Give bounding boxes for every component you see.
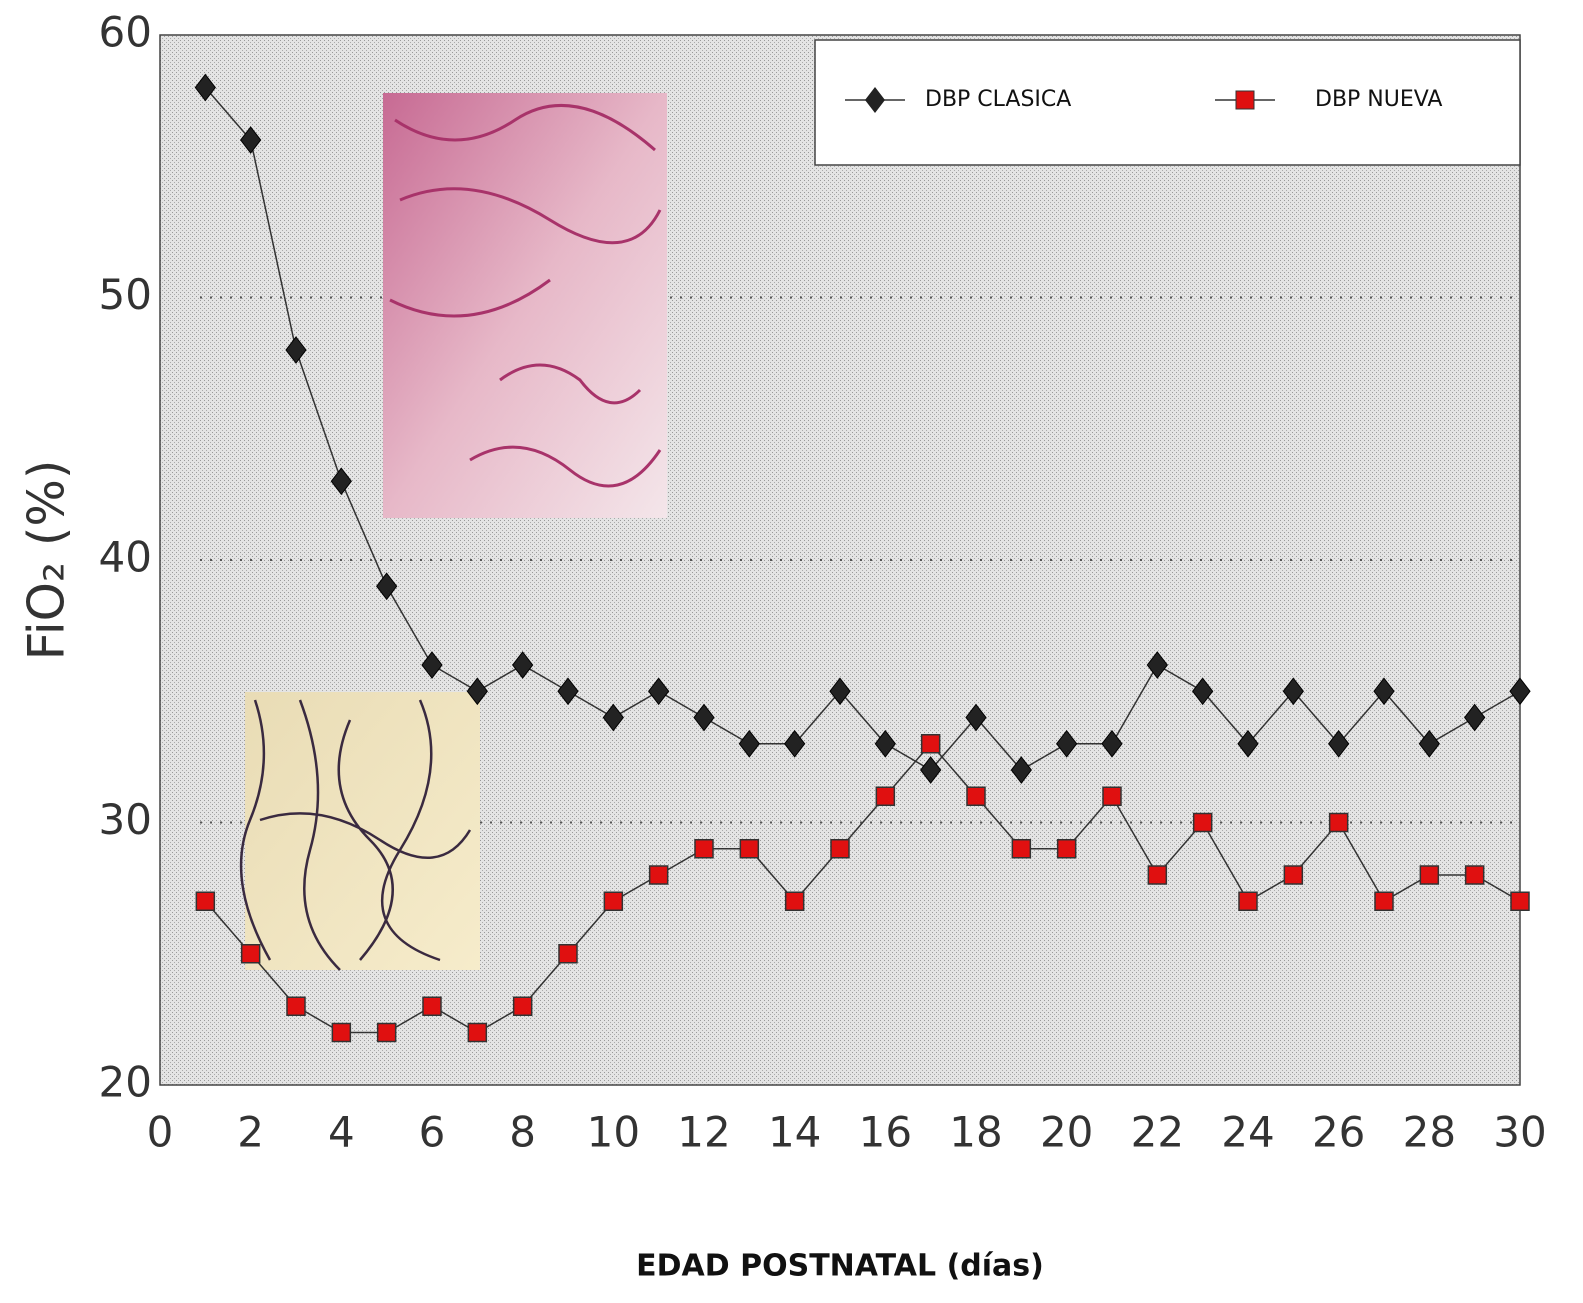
y-tick-label: 30 bbox=[99, 795, 152, 844]
x-axis-label: EDAD POSTNATAL (días) bbox=[636, 1249, 1044, 1284]
x-tick-label: 0 bbox=[147, 1108, 174, 1157]
x-tick-label: 10 bbox=[587, 1108, 640, 1157]
x-tick-label: 18 bbox=[949, 1108, 1002, 1157]
point-marker bbox=[196, 892, 214, 910]
point-marker bbox=[604, 892, 622, 910]
point-marker bbox=[786, 892, 804, 910]
point-marker bbox=[967, 787, 985, 805]
point-marker bbox=[876, 787, 894, 805]
y-tick-label: 50 bbox=[99, 270, 152, 319]
x-tick-label: 30 bbox=[1493, 1108, 1546, 1157]
point-marker bbox=[468, 1024, 486, 1042]
point-marker bbox=[242, 945, 260, 963]
x-tick-label: 4 bbox=[328, 1108, 355, 1157]
point-marker bbox=[1012, 840, 1030, 858]
x-tick-label: 16 bbox=[859, 1108, 912, 1157]
chart: EDAD POSTNATAL (días) FiO₂ (%) 203040506… bbox=[0, 0, 1583, 1299]
point-marker bbox=[1420, 866, 1438, 884]
point-marker bbox=[1330, 814, 1348, 832]
x-tick-label: 2 bbox=[237, 1108, 264, 1157]
legend-label: DBP CLASICA bbox=[925, 87, 1071, 112]
point-marker bbox=[514, 997, 532, 1015]
point-marker bbox=[1103, 787, 1121, 805]
x-tick-label: 14 bbox=[768, 1108, 821, 1157]
point-marker bbox=[1148, 866, 1166, 884]
x-tick-label: 28 bbox=[1403, 1108, 1456, 1157]
x-tick-label: 26 bbox=[1312, 1108, 1365, 1157]
x-tick-label: 6 bbox=[419, 1108, 446, 1157]
point-marker bbox=[1466, 866, 1484, 884]
point-marker bbox=[831, 840, 849, 858]
point-marker bbox=[287, 997, 305, 1015]
legend-label: DBP NUEVA bbox=[1315, 87, 1442, 112]
point-marker bbox=[423, 997, 441, 1015]
point-marker bbox=[1284, 866, 1302, 884]
x-tick-label: 22 bbox=[1131, 1108, 1184, 1157]
point-marker bbox=[922, 735, 940, 753]
point-marker bbox=[378, 1024, 396, 1042]
histology-photo bbox=[383, 93, 667, 518]
point-marker bbox=[1511, 892, 1529, 910]
y-axis-label: FiO₂ (%) bbox=[18, 460, 76, 661]
point-marker bbox=[1194, 814, 1212, 832]
point-marker bbox=[1239, 892, 1257, 910]
x-tick-label: 12 bbox=[677, 1108, 730, 1157]
legend-marker bbox=[1236, 91, 1254, 109]
y-tick-label: 20 bbox=[99, 1058, 152, 1107]
x-tick-label: 8 bbox=[509, 1108, 536, 1157]
x-tick-label: 20 bbox=[1040, 1108, 1093, 1157]
point-marker bbox=[559, 945, 577, 963]
point-marker bbox=[695, 840, 713, 858]
point-marker bbox=[740, 840, 758, 858]
x-tick-label: 24 bbox=[1221, 1108, 1274, 1157]
point-marker bbox=[332, 1024, 350, 1042]
point-marker bbox=[650, 866, 668, 884]
point-marker bbox=[1058, 840, 1076, 858]
y-tick-label: 40 bbox=[99, 533, 152, 582]
point-marker bbox=[1375, 892, 1393, 910]
y-tick-label: 60 bbox=[99, 8, 152, 57]
